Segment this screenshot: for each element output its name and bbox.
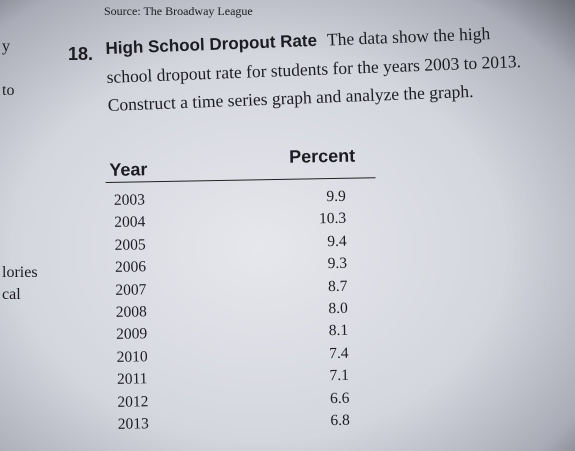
year-cell: 2006 — [114, 258, 147, 277]
year-cell: 2013 — [117, 415, 149, 433]
margin-fragment: lories — [2, 264, 38, 281]
year-cell: 2011 — [116, 370, 148, 389]
exercise-title: High School Dropout Rate — [105, 30, 318, 58]
column-header: Percent — [288, 145, 356, 167]
percent-cell: 8.7 — [327, 277, 348, 295]
year-cell: 2004 — [114, 213, 146, 232]
exercise-number: 18. — [68, 44, 94, 64]
year-cell: 2012 — [117, 392, 149, 411]
percent-cell: 8.1 — [328, 322, 349, 340]
column-header: Year — [109, 159, 148, 180]
year-cell: 2003 — [113, 191, 146, 209]
exercise-text-block: High School Dropout Rate The data show t… — [105, 17, 538, 118]
year-cell: 2009 — [116, 325, 148, 344]
data-table: Year Percent 2003 9.9 2004 10.3 2005 9.4 2006 9… — [105, 145, 376, 433]
percent-cell: 9.4 — [327, 232, 347, 250]
margin-fragment: cal — [2, 286, 21, 303]
source-note: Source: The Broadway League — [104, 4, 253, 18]
percent-cell: 7.4 — [329, 344, 349, 362]
percent-cell: 10.3 — [318, 210, 347, 228]
year-cell: 2010 — [116, 348, 148, 366]
year-cell: 2007 — [115, 280, 147, 299]
percent-cell: 9.3 — [327, 254, 348, 273]
percent-cell: 9.9 — [326, 187, 346, 206]
margin-fragment: to — [2, 82, 15, 99]
percent-cell: 6.8 — [330, 411, 350, 430]
percent-cell: 8.0 — [328, 299, 348, 318]
year-cell: 2005 — [114, 236, 146, 254]
margin-fragment: y — [2, 38, 10, 55]
percent-cell: 6.6 — [329, 389, 350, 407]
percent-cell: 7.1 — [329, 366, 350, 385]
year-cell: 2008 — [115, 303, 147, 321]
